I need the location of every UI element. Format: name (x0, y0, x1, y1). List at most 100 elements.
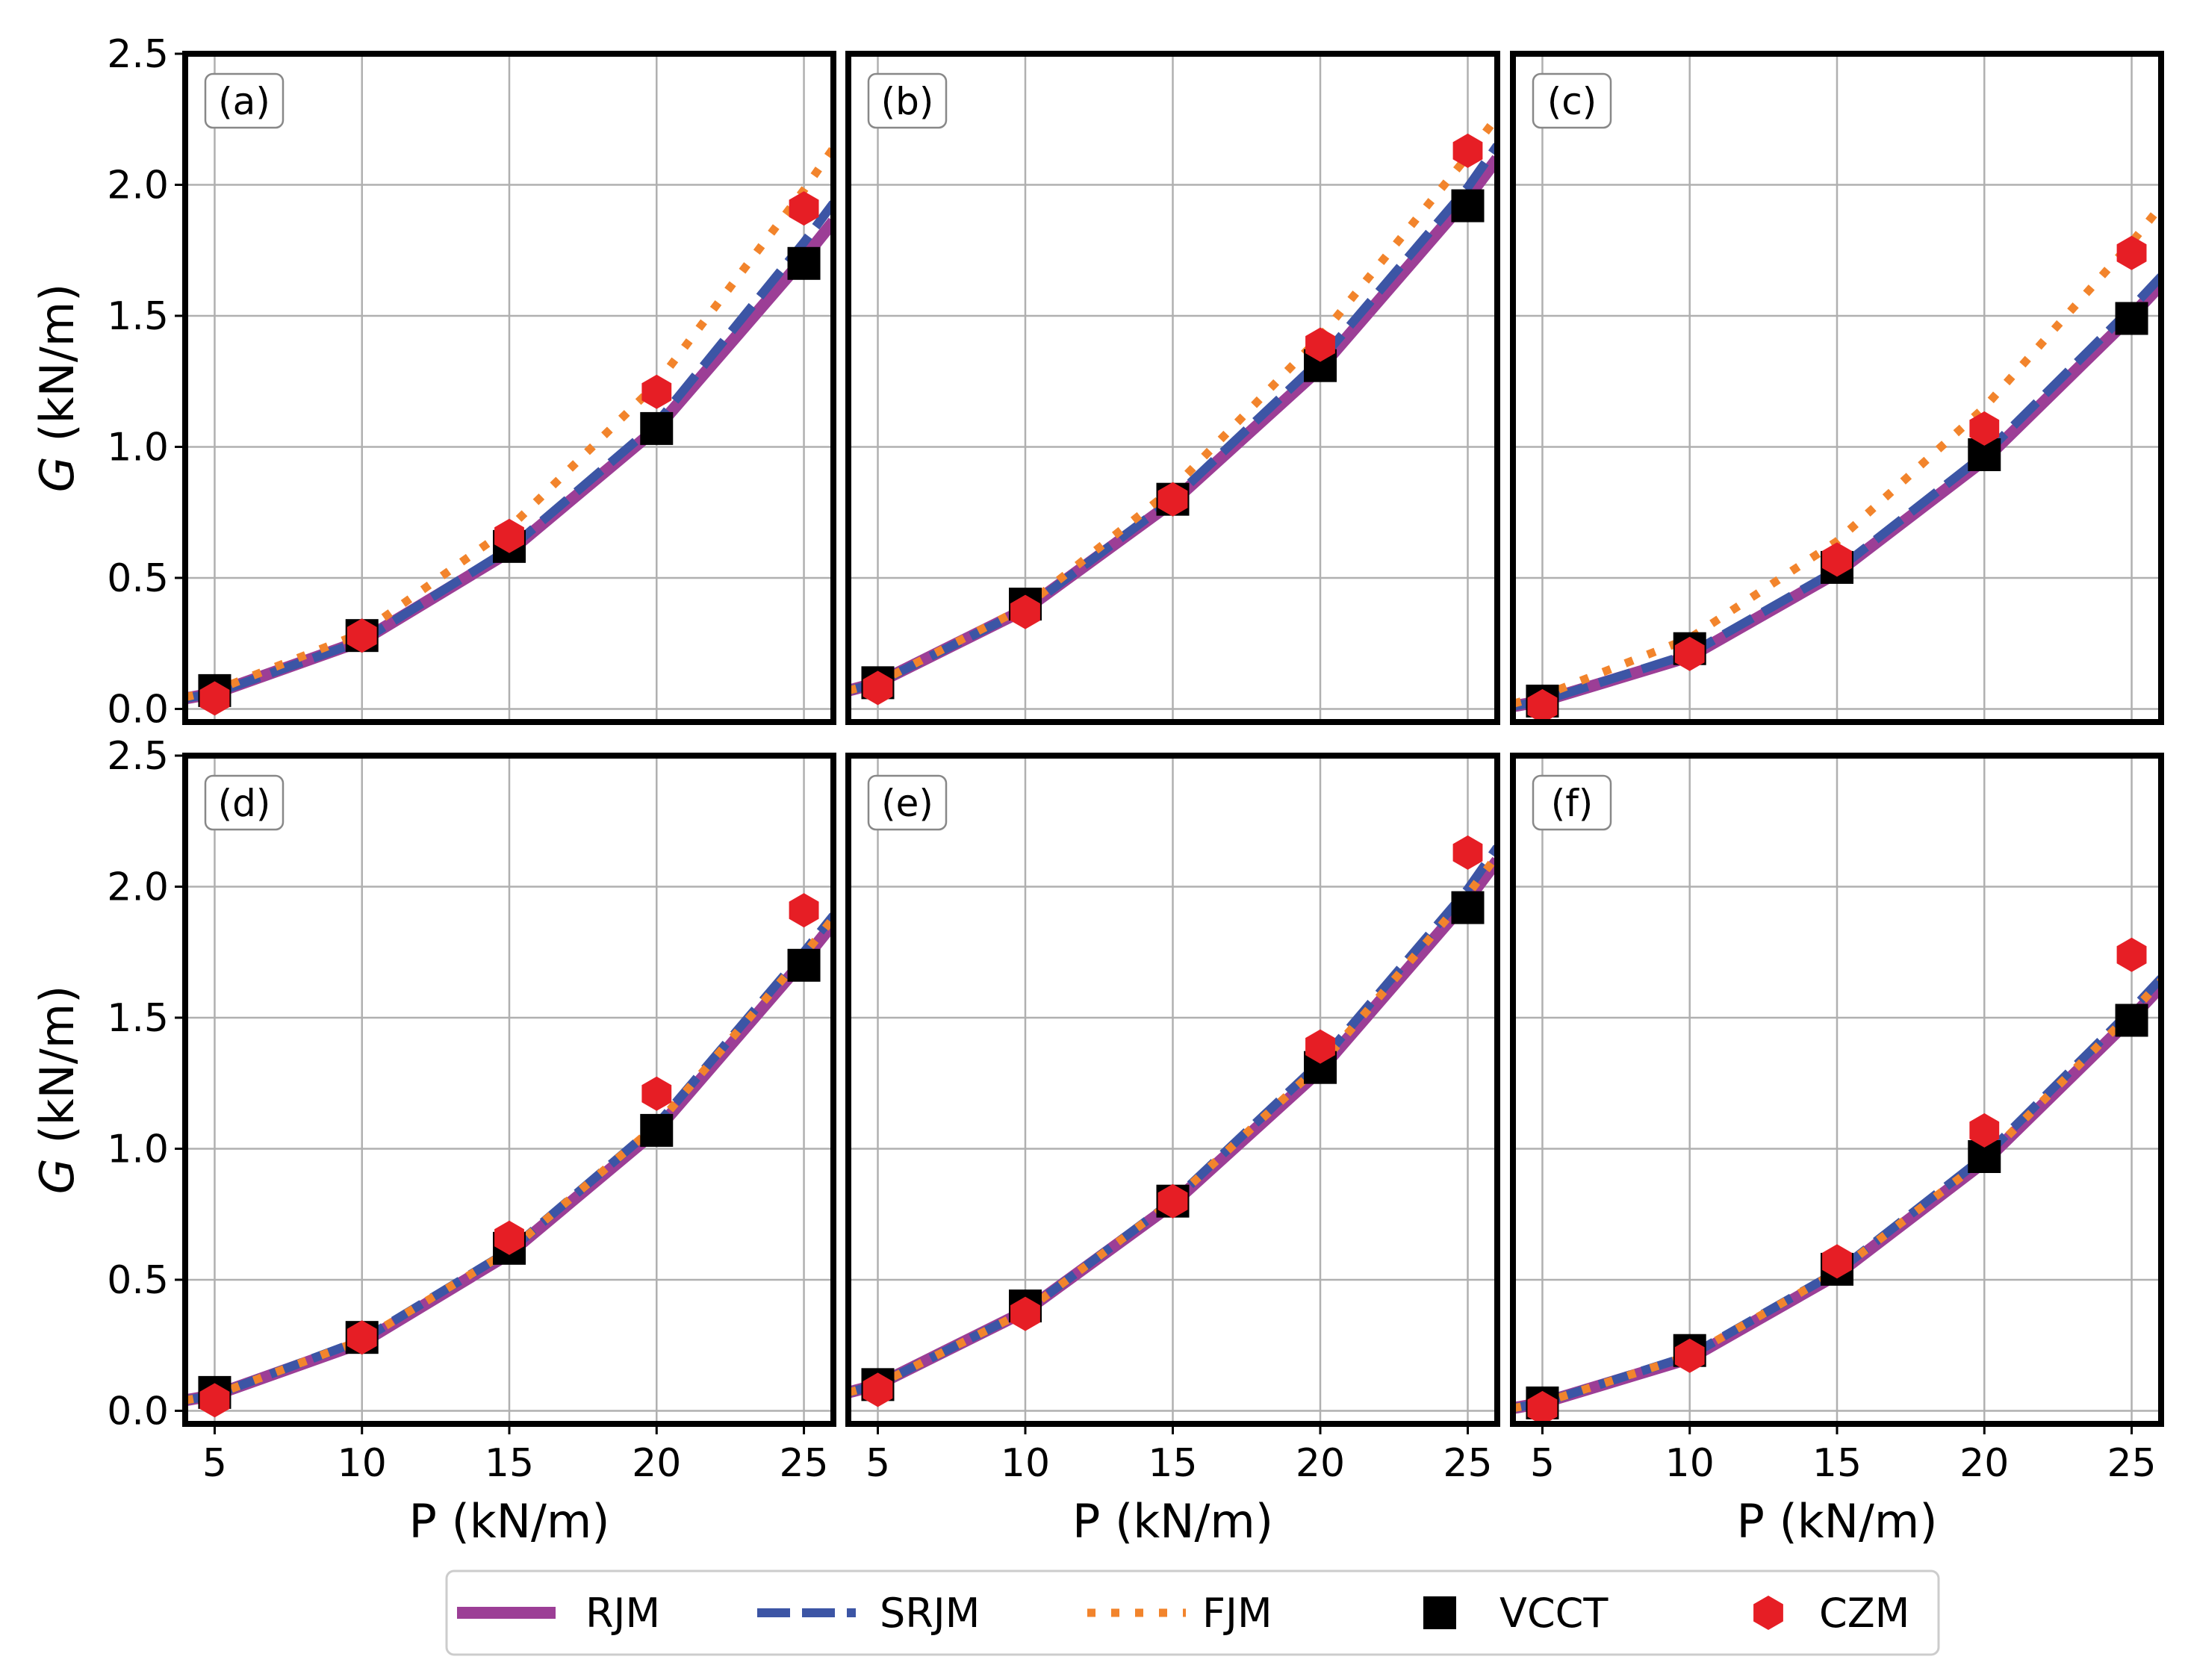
czm-marker (1822, 542, 1852, 577)
x-tick-label: 15 (1148, 1441, 1197, 1486)
legend-handle-vcct (1423, 1596, 1456, 1629)
czm-marker (863, 1372, 893, 1407)
panel-f: (f) 5 10 15 20 25 P (kN/m) (1510, 753, 2164, 1549)
czm-marker (1969, 1113, 2000, 1148)
legend: RJM SRJM FJM VCCT CZM (445, 1569, 1940, 1656)
x-tick-label: 10 (1665, 1441, 1715, 1486)
czm-marker (1674, 636, 1705, 671)
legend-frame (445, 1569, 1940, 1656)
y-tick-label: 0.5 (107, 1258, 169, 1303)
plot-area (848, 113, 1497, 706)
czm-marker (199, 681, 230, 716)
panel-label: (d) (218, 782, 271, 825)
y-tick-label: 2.5 (107, 32, 169, 77)
y-axis-label-symbol: G (30, 1158, 84, 1194)
x-axis-label: P (kN/m) (408, 1494, 609, 1549)
plot-area (185, 893, 833, 1418)
y-axis-label: G (kN/m) (30, 986, 84, 1195)
vcct-marker (1451, 189, 1485, 223)
y-axis-label: G (kN/m) (30, 284, 84, 493)
czm-marker (2116, 937, 2147, 972)
czm-marker (2116, 235, 2147, 270)
y-tick-label: 1.5 (107, 294, 169, 339)
x-tick-label: 20 (632, 1441, 681, 1486)
czm-marker (1305, 327, 1335, 362)
czm-marker (863, 671, 893, 706)
x-tick-label: 10 (1001, 1441, 1050, 1486)
czm-marker (494, 518, 524, 553)
x-tick-label: 25 (2107, 1441, 2156, 1486)
panel-frame (845, 51, 1500, 725)
legend-label-czm: CZM (1819, 1590, 1909, 1637)
plot-area (185, 146, 833, 716)
czm-marker (199, 1383, 230, 1418)
plot-area (1513, 203, 2161, 722)
y-axis-label-units: (kN/m) (30, 284, 84, 457)
panel-label-box (204, 774, 285, 831)
legend-label-fjm: FJM (1202, 1590, 1272, 1637)
vcct-marker (1451, 891, 1485, 924)
czm-marker (346, 618, 377, 653)
panel-label-box (867, 72, 948, 129)
czm-marker (346, 1320, 377, 1355)
y-axis-label-units: (kN/m) (30, 986, 84, 1159)
panel-b: (b) (845, 51, 1500, 725)
plot-area (1513, 937, 2161, 1424)
x-axis-label: P (kN/m) (1736, 1494, 1937, 1549)
czm-marker (1157, 1183, 1188, 1219)
vcct-marker (787, 246, 821, 280)
czm-marker (641, 1076, 672, 1111)
vcct-marker (640, 1113, 674, 1147)
czm-marker (1157, 482, 1188, 517)
x-tick-label: 5 (202, 1441, 227, 1486)
panel-label-box (1532, 774, 1612, 831)
legend-label-srjm: SRJM (880, 1590, 980, 1637)
panel-frame (1510, 51, 2164, 725)
y-axis-label-symbol: G (30, 456, 84, 492)
czm-marker (1010, 594, 1040, 629)
y-tick-label: 2.5 (107, 734, 169, 779)
panel-label: (c) (1547, 80, 1597, 123)
czm-marker (641, 374, 672, 409)
legend-label-vcct: VCCT (1499, 1590, 1609, 1637)
y-tick-label: 0.0 (107, 1389, 169, 1434)
czm-marker (1452, 835, 1483, 870)
panels-group: (a) 0.0 0.5 1.0 1.5 2.0 2.5 G (kN/m) (b) (c) (d) 0.… (30, 32, 2164, 1549)
czm-marker (789, 893, 819, 928)
x-tick-label: 15 (485, 1441, 534, 1486)
y-tick-label: 2.0 (107, 163, 169, 208)
vcct-marker (2115, 1004, 2148, 1037)
czm-marker (1822, 1244, 1852, 1279)
panel-label-box (867, 774, 948, 831)
y-tick-label: 2.0 (107, 865, 169, 909)
panel-c: (c) (1510, 51, 2164, 725)
czm-marker (1527, 1390, 1558, 1424)
panel-frame (182, 51, 836, 725)
panel-label: (b) (881, 80, 934, 123)
legend-handle-czm (1753, 1596, 1783, 1630)
x-tick-label: 25 (779, 1441, 828, 1486)
czm-marker (1674, 1338, 1705, 1373)
panel-label: (a) (218, 80, 270, 123)
czm-marker (1527, 688, 1558, 722)
x-tick-label: 15 (1812, 1441, 1862, 1486)
czm-marker (1305, 1029, 1335, 1064)
panel-label: (f) (1551, 782, 1594, 825)
y-tick-label: 1.5 (107, 996, 169, 1041)
panel-d: (d) 0.0 0.5 1.0 1.5 2.0 2.5 G (kN/m) 5 10 15 20 25 P … (30, 734, 836, 1549)
vcct-marker (787, 948, 821, 982)
plot-area (848, 835, 1497, 1407)
y-tick-label: 0.0 (107, 687, 169, 732)
panel-label-box (204, 72, 285, 129)
y-tick-label: 0.5 (107, 556, 169, 601)
legend-label-rjm: RJM (585, 1590, 660, 1637)
czm-marker (494, 1220, 524, 1255)
czm-marker (789, 191, 819, 226)
x-tick-label: 25 (1443, 1441, 1492, 1486)
x-axis-label: P (kN/m) (1072, 1494, 1273, 1549)
x-tick-label: 5 (1530, 1441, 1555, 1486)
panel-label-box (1532, 72, 1612, 129)
vcct-marker (640, 411, 674, 445)
czm-marker (1010, 1296, 1040, 1331)
